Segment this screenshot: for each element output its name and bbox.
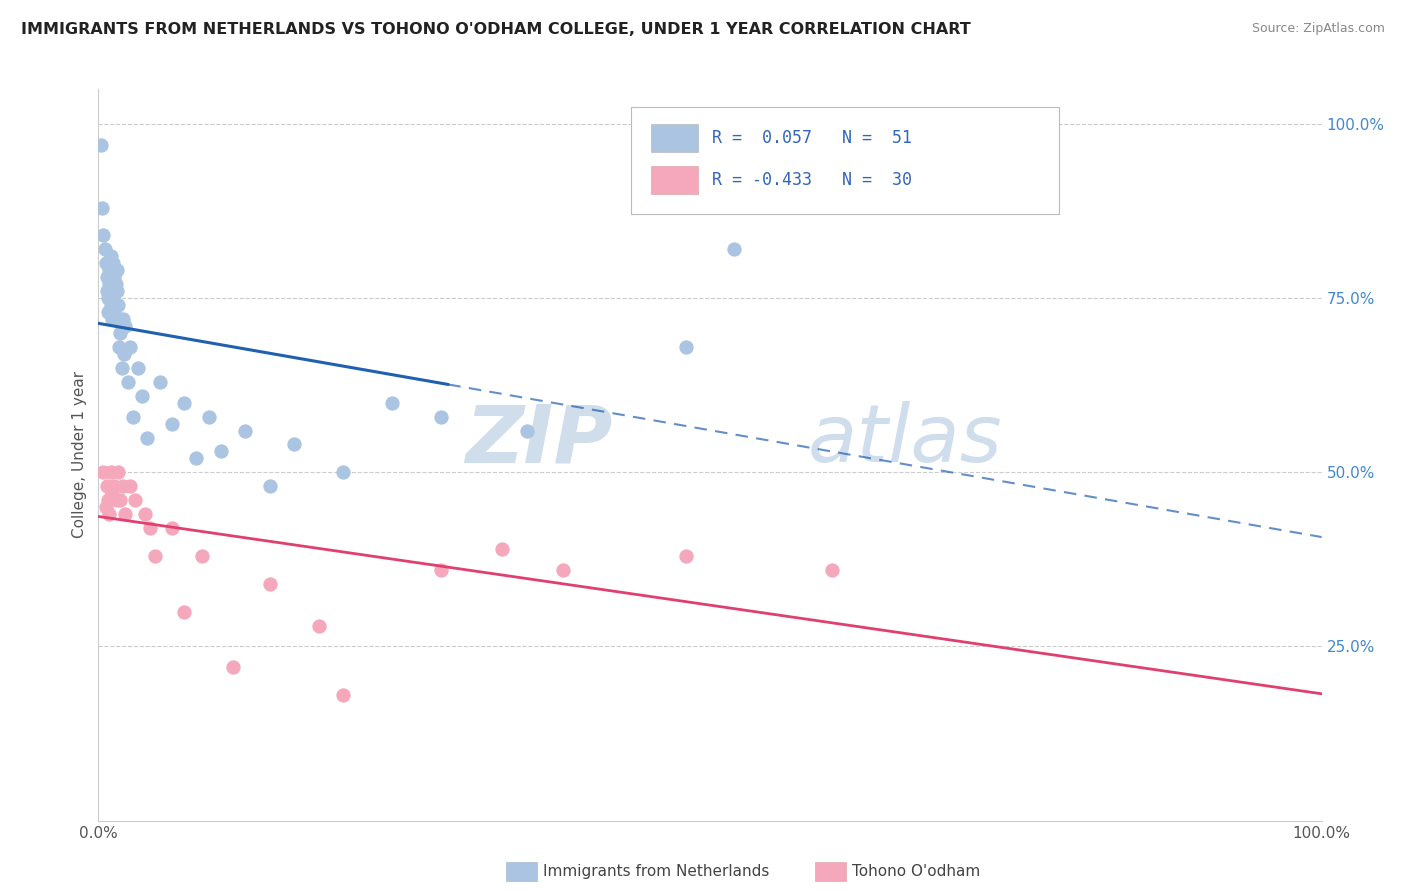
Point — [160, 521, 183, 535]
Point — [98, 507, 121, 521]
Point — [111, 479, 134, 493]
Point — [108, 340, 131, 354]
Point — [197, 409, 219, 424]
Point — [209, 444, 232, 458]
Point — [149, 375, 172, 389]
Point — [222, 660, 245, 674]
Point — [104, 277, 127, 292]
Point — [103, 305, 125, 319]
Point — [186, 451, 208, 466]
Point — [110, 326, 132, 340]
Point — [308, 618, 330, 632]
Point — [821, 563, 844, 577]
Text: IMMIGRANTS FROM NETHERLANDS VS TOHONO O'ODHAM COLLEGE, UNDER 1 YEAR CORRELATION : IMMIGRANTS FROM NETHERLANDS VS TOHONO O'… — [21, 22, 970, 37]
Point — [91, 201, 114, 215]
Point — [96, 270, 118, 285]
FancyBboxPatch shape — [651, 124, 697, 153]
FancyBboxPatch shape — [651, 166, 697, 194]
Point — [101, 256, 124, 270]
Point — [173, 605, 195, 619]
Text: R = -0.433   N =  30: R = -0.433 N = 30 — [713, 171, 912, 189]
Point — [94, 256, 117, 270]
Point — [491, 541, 513, 556]
Point — [160, 417, 183, 431]
Point — [93, 243, 115, 257]
Point — [191, 549, 214, 563]
Point — [381, 395, 404, 409]
Point — [94, 500, 117, 515]
Point — [103, 270, 125, 285]
Point — [332, 688, 354, 702]
Point — [127, 360, 149, 375]
Point — [553, 563, 575, 577]
Point — [112, 347, 135, 361]
Point — [675, 549, 697, 563]
Text: Source: ZipAtlas.com: Source: ZipAtlas.com — [1251, 22, 1385, 36]
Point — [101, 284, 124, 298]
Point — [114, 507, 136, 521]
Point — [90, 137, 112, 152]
Point — [430, 563, 453, 577]
Point — [101, 291, 124, 305]
Text: Tohono O'odham: Tohono O'odham — [852, 864, 980, 879]
Point — [97, 291, 120, 305]
Point — [259, 576, 281, 591]
Point — [91, 228, 114, 243]
Point — [103, 479, 125, 493]
Y-axis label: College, Under 1 year: College, Under 1 year — [72, 371, 87, 539]
Point — [675, 340, 697, 354]
Point — [101, 312, 124, 326]
Point — [430, 409, 453, 424]
Text: atlas: atlas — [808, 401, 1002, 479]
Text: ZIP: ZIP — [465, 401, 612, 479]
Point — [100, 249, 122, 263]
Point — [107, 466, 129, 480]
Point — [96, 284, 118, 298]
Point — [105, 263, 128, 277]
Point — [515, 424, 537, 438]
Point — [120, 340, 142, 354]
Point — [723, 243, 745, 257]
Point — [134, 507, 156, 521]
Point — [107, 312, 129, 326]
Point — [124, 493, 146, 508]
Point — [96, 479, 118, 493]
Text: R =  0.057   N =  51: R = 0.057 N = 51 — [713, 129, 912, 147]
Point — [100, 466, 122, 480]
Point — [114, 319, 136, 334]
Point — [101, 486, 124, 500]
Point — [283, 437, 305, 451]
Point — [173, 395, 195, 409]
Text: Immigrants from Netherlands: Immigrants from Netherlands — [543, 864, 769, 879]
Point — [143, 549, 166, 563]
Point — [131, 389, 153, 403]
Point — [139, 521, 162, 535]
Point — [136, 430, 159, 444]
Point — [91, 466, 114, 480]
Point — [111, 312, 134, 326]
Point — [110, 493, 132, 508]
Point — [233, 424, 256, 438]
Point — [98, 263, 121, 277]
Point — [117, 375, 139, 389]
Point — [259, 479, 281, 493]
Point — [98, 277, 121, 292]
Point — [105, 493, 128, 508]
Point — [332, 466, 354, 480]
Point — [100, 298, 122, 312]
FancyBboxPatch shape — [630, 108, 1059, 213]
Point — [121, 409, 143, 424]
Point — [107, 298, 129, 312]
Point — [120, 479, 142, 493]
Point — [97, 493, 120, 508]
Point — [111, 360, 134, 375]
Point — [105, 284, 128, 298]
Point — [97, 305, 120, 319]
